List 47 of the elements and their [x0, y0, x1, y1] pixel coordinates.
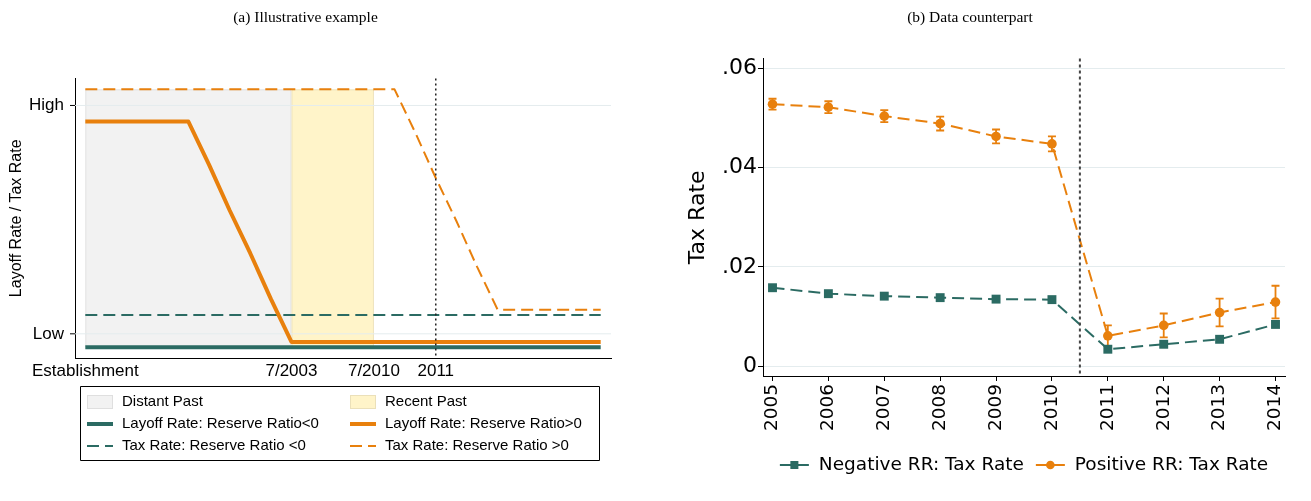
point	[1271, 319, 1280, 329]
x-tick-label: 2008	[927, 384, 949, 432]
x-tick-label: 2011	[1095, 384, 1117, 432]
point	[1214, 307, 1225, 318]
x-tick-label: 2010	[1039, 384, 1061, 432]
point	[1215, 334, 1225, 344]
x-tick-label: 7/2010	[347, 360, 400, 380]
legend-label: Distant Past	[122, 392, 204, 410]
x-tick-label: 2009	[983, 384, 1005, 432]
y-tick-label: .02	[722, 252, 757, 278]
x-tick-label: 2013	[1207, 384, 1229, 432]
point	[1103, 344, 1113, 354]
x-tick-label: 7/2003	[265, 360, 318, 380]
x-tick-label: 2005	[760, 384, 782, 432]
x-tick-label: Establishment	[31, 360, 139, 380]
y-axis-title: Tax Rate	[683, 170, 709, 266]
legend-label: Tax Rate: Reserve Ratio <0	[122, 436, 306, 454]
point	[1158, 320, 1169, 331]
legend-label: Positive RR: Tax Rate	[1074, 452, 1269, 474]
chart-title: (b) Data counterpart	[907, 8, 1034, 27]
legend-label: Recent Past	[385, 392, 468, 410]
ref-line-label: High	[29, 95, 64, 115]
ref-line-label: Low	[32, 323, 65, 343]
point	[879, 291, 889, 301]
y-tick-label: .04	[722, 153, 757, 179]
y-tick-label: .06	[722, 54, 757, 80]
x-tick-label: 2007	[872, 384, 894, 432]
x-tick-label: 2014	[1263, 384, 1285, 432]
point	[768, 283, 777, 293]
point	[1159, 339, 1169, 349]
legend-label: Negative RR: Tax Rate	[818, 452, 1024, 474]
y-axis-title: Layoff Rate / Tax Rate	[7, 139, 25, 298]
legend-label: Tax Rate: Reserve Ratio >0	[385, 436, 569, 454]
y-tick-label: 0	[743, 351, 757, 377]
point	[1047, 139, 1057, 149]
chart-title: (a) Illustrative example	[233, 8, 378, 27]
x-tick-label: 2012	[1151, 384, 1173, 432]
point	[823, 289, 833, 299]
point	[1270, 297, 1281, 307]
point	[1047, 295, 1057, 305]
x-tick-label: 2006	[816, 384, 838, 432]
point	[1103, 331, 1113, 341]
point	[935, 293, 945, 303]
legend-label: Layoff Rate: Reserve Ratio<0	[122, 414, 319, 432]
legend-label: Layoff Rate: Reserve Ratio>0	[385, 414, 582, 432]
point	[991, 294, 1001, 304]
x-tick-label: 2011	[417, 360, 455, 380]
